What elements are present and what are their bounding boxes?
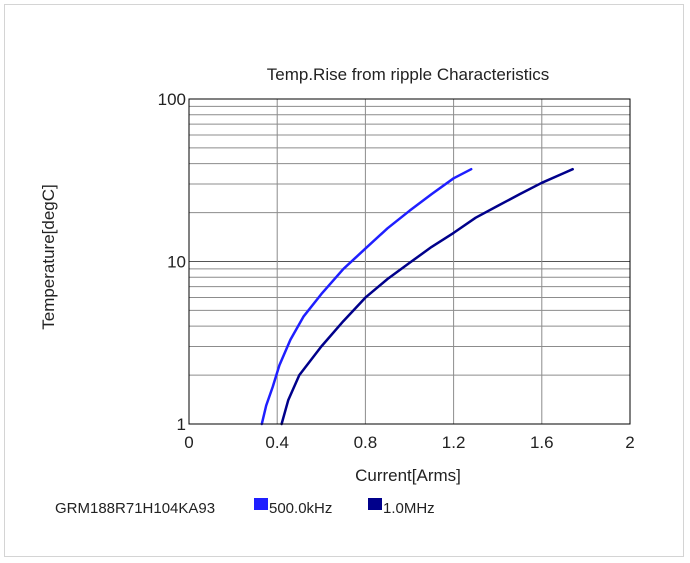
legend-part-number: GRM188R71H104KA93 bbox=[55, 500, 215, 517]
x-axis-label: Current[Arms] bbox=[355, 466, 461, 485]
y-tick-label: 10 bbox=[167, 253, 186, 272]
series-group bbox=[260, 167, 574, 426]
legend-swatch bbox=[368, 498, 382, 510]
x-tick-label: 2 bbox=[625, 433, 634, 452]
legend: 500.0kHz 1.0MHz bbox=[254, 498, 435, 517]
x-tick-label: 1.2 bbox=[442, 433, 466, 452]
x-tick-label: 0.8 bbox=[354, 433, 378, 452]
grid-lines bbox=[189, 99, 630, 424]
y-axis-label: Temperature[degC] bbox=[39, 184, 58, 330]
tick-labels: 0 0.4 0.8 1.2 1.6 2 1 10 100 bbox=[158, 90, 635, 452]
series-line bbox=[260, 167, 473, 426]
series-line bbox=[280, 167, 574, 426]
x-tick-label: 1.6 bbox=[530, 433, 554, 452]
legend-label: 500.0kHz bbox=[269, 500, 332, 517]
legend-label: 1.0MHz bbox=[383, 500, 435, 517]
x-tick-label: 0.4 bbox=[265, 433, 289, 452]
plot-area-border bbox=[188, 98, 631, 425]
x-tick-label: 0 bbox=[184, 433, 193, 452]
y-tick-label: 1 bbox=[177, 415, 186, 434]
legend-swatch bbox=[254, 498, 268, 510]
chart-title: Temp.Rise from ripple Characteristics bbox=[267, 65, 549, 84]
chart-frame bbox=[4, 4, 684, 557]
y-tick-label: 100 bbox=[158, 90, 186, 109]
